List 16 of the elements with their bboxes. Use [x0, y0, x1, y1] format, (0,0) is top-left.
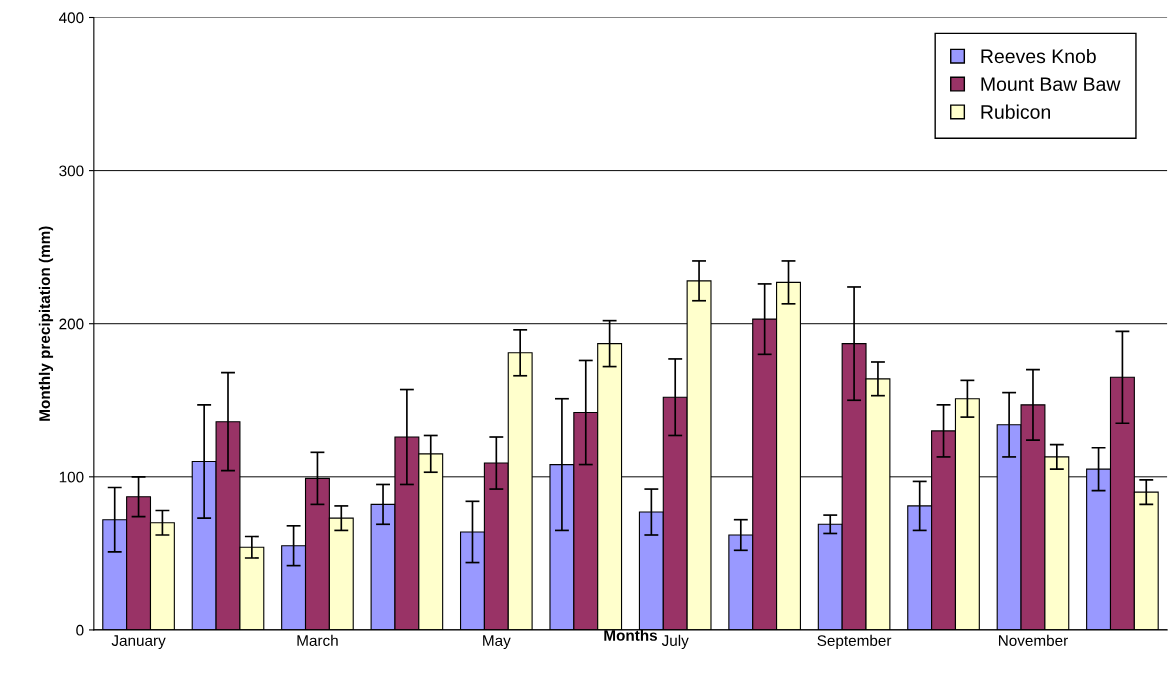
legend-label: Reeves Knob [981, 48, 1096, 64]
x-tick-label: March [297, 634, 338, 647]
y-tick-label: 200 [59, 318, 84, 330]
x-tick-label: November [998, 634, 1068, 647]
y-tick-label: 300 [59, 165, 84, 177]
y-axis-title: Monthly precipitation (mm) [38, 226, 54, 421]
legend-label: Mount Baw Baw [981, 77, 1121, 92]
y-tick-label: 400 [58, 12, 84, 24]
y-tick-label: 100 [59, 471, 84, 483]
y-tick-label: 0 [76, 624, 84, 636]
x-axis-title: Months [604, 629, 658, 641]
x-tick-label: September [817, 634, 892, 650]
legend-label: Rubicon [981, 104, 1050, 119]
x-tick-label: January [111, 635, 166, 650]
x-tick-label: May [483, 635, 511, 650]
x-tick-label: July [661, 634, 689, 650]
